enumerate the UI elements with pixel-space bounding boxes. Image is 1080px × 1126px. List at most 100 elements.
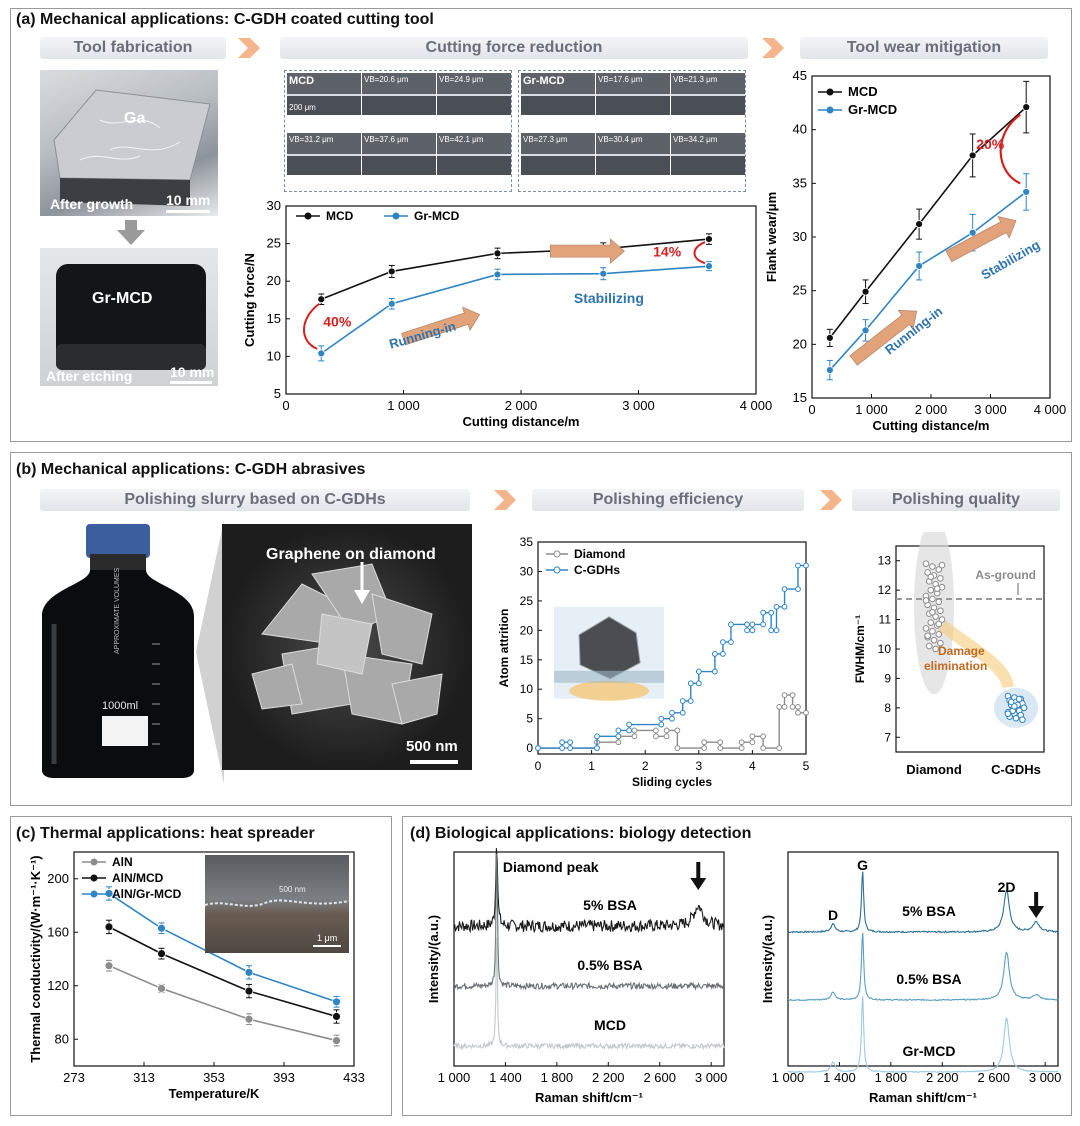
data-point	[935, 598, 943, 606]
y-axis-label: Intensity/(a.u.)	[760, 915, 775, 1003]
gr-mcd-block-icon	[56, 264, 206, 370]
data-point	[768, 627, 775, 634]
spectrum-line	[453, 936, 725, 1051]
x-axis-label: Raman shift/cm⁻¹	[869, 1090, 977, 1105]
micrograph-tile: VB=17.6 μm	[596, 73, 670, 115]
data-point	[653, 727, 659, 734]
flank-wear-chart: 0 1 000 2 000 3 000 4 000 15 20 25 30 35 40 45 Cutti…	[764, 68, 1067, 433]
data-point	[760, 733, 767, 740]
micrograph-grid-grmcd: Gr-MCD VB=17.6 μm VB=21.3 μm VB=27.3 μm …	[518, 70, 746, 192]
data-point	[968, 151, 977, 160]
data-point	[935, 566, 943, 573]
legend-label: Gr-MCD	[414, 209, 460, 223]
x-tick-label: 393	[273, 1070, 295, 1085]
x-tick-label: 4 000	[1034, 402, 1067, 417]
data-point	[744, 621, 750, 628]
scale-bar	[170, 381, 212, 384]
micrograph-label: VB=30.4 μm	[598, 135, 643, 144]
trend-arrow	[401, 306, 481, 346]
data-point	[615, 733, 622, 740]
legend-marker	[304, 212, 312, 220]
annotation-running-in: Running-in	[387, 318, 457, 351]
x-tick-label: 3 000	[974, 402, 1007, 417]
bottle-scale-text: APPROXIMATE VOLUMES	[114, 567, 121, 654]
plot-frame	[537, 541, 807, 755]
x-tick-label: 0	[282, 398, 289, 413]
data-point	[789, 703, 796, 710]
data-point	[927, 573, 935, 581]
x-tick-label: 1 400	[823, 1070, 856, 1085]
data-point	[615, 727, 622, 734]
data-point	[332, 1012, 341, 1021]
x-tick-label: 1 400	[489, 1070, 522, 1085]
annotation-elimination: elimination	[924, 659, 987, 673]
chevron-icon	[762, 38, 784, 58]
data-point	[825, 333, 834, 342]
x-tick-label: 2 000	[505, 398, 538, 413]
spectrum-label: 5% BSA	[583, 897, 637, 913]
data-point	[768, 609, 775, 616]
inset-scale: 1 μm	[317, 933, 338, 943]
chevron-icon	[494, 490, 516, 510]
data-point	[795, 586, 801, 593]
data-point	[1011, 703, 1018, 710]
data-point	[861, 326, 870, 335]
y-tick-label: 15	[793, 390, 807, 405]
panel-c-title: (c) Thermal applications: heat spreader	[16, 825, 315, 842]
y-tick-label: 15	[267, 311, 281, 326]
y-tick-label: 25	[267, 236, 281, 251]
header-tool-wear: Tool wear mitigation	[800, 37, 1048, 59]
sem-label: Graphene on diamond	[266, 546, 436, 563]
data-point	[711, 650, 718, 657]
micrograph-tile: VB=31.2 μm	[287, 133, 361, 175]
x-tick-label: 1 000	[387, 398, 420, 413]
y-tick-label: 8	[884, 701, 891, 715]
photo-after-etching: Gr-MCD After etching 10 mm	[40, 248, 218, 386]
graphene-flake-icon	[251, 562, 458, 764]
trend-arrow	[549, 238, 625, 264]
x-tick-label: 1	[588, 759, 595, 773]
x-tick-label: 353	[203, 1070, 225, 1085]
series-line-gr-mcd	[829, 191, 1027, 371]
header-cutting-force: Cutting force reduction	[280, 37, 748, 59]
data-point	[937, 639, 944, 647]
y-tick-label: 20	[520, 623, 534, 637]
legend-label: AlN/Gr-MCD	[112, 887, 182, 901]
data-point	[701, 739, 708, 746]
data-point	[781, 586, 788, 593]
fwhm-chart: 7 8 9 10 11 12 13 FWHM/cm⁻¹ Diamond C-GDHs As-grou…	[853, 532, 1045, 777]
data-point	[795, 703, 801, 710]
x-tick-label: 1 000	[772, 1070, 805, 1085]
micrograph-tile: VB=34.2 μm	[671, 133, 745, 175]
data-point	[387, 299, 396, 308]
peak-label: D	[828, 907, 838, 923]
scale-bar	[166, 210, 210, 213]
annotation-stabilizing: Stabilizing	[979, 237, 1043, 283]
micrograph-label: VB=27.3 μm	[523, 135, 568, 144]
data-point	[929, 608, 936, 616]
x-tick-label: 3	[695, 759, 702, 773]
data-point	[924, 569, 931, 576]
data-point	[1015, 695, 1023, 703]
x-tick-label: 3 000	[695, 1070, 728, 1085]
series-line-diamond	[538, 694, 806, 749]
data-point	[594, 745, 600, 752]
data-point	[493, 249, 502, 258]
data-point	[626, 727, 633, 734]
data-point	[658, 721, 665, 728]
spectrum-label: 0.5% BSA	[896, 971, 961, 987]
data-point	[773, 627, 780, 634]
data-point	[157, 923, 166, 933]
data-point	[663, 733, 670, 740]
data-point	[937, 575, 944, 582]
y-axis-label: Intensity/(a.u.)	[426, 915, 441, 1003]
y-tick-label: 11	[879, 613, 892, 627]
x-tick-label: 5	[803, 759, 810, 773]
micrograph-tile: VB=20.6 μm	[362, 73, 436, 115]
panel-b-title: (b) Mechanical applications: C-GDH abras…	[16, 461, 366, 478]
micrograph-scale: 200 μm	[289, 103, 316, 112]
x-axis-label: Raman shift/cm⁻¹	[535, 1090, 643, 1105]
data-point	[615, 739, 622, 746]
chevron-icon	[238, 38, 260, 58]
arrow-shape	[549, 238, 625, 264]
